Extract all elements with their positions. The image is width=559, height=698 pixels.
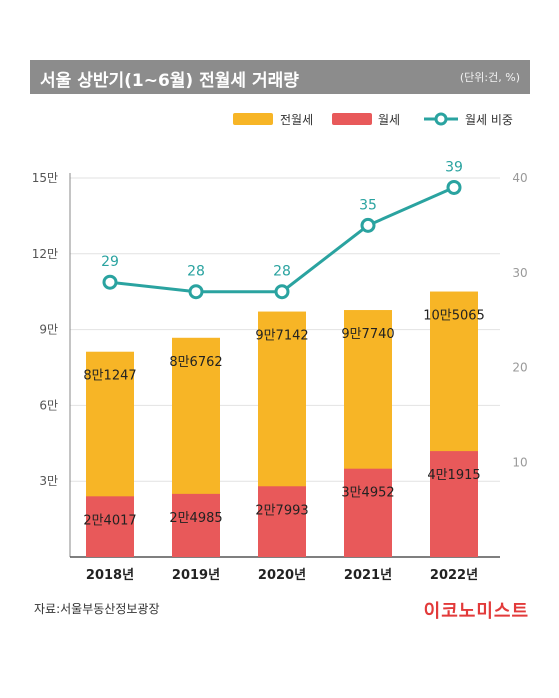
x-tick-label: 2018년: [86, 568, 134, 583]
title-bar: 서울 상반기(1~6월) 전월세 거래량 (단위:건, %): [30, 60, 530, 94]
y2-tick-label: 20: [512, 361, 527, 375]
ratio-point: [360, 217, 376, 233]
x-tick-label: 2020년: [258, 568, 306, 583]
source-note: 자료:서울부동산정보광장: [34, 602, 160, 616]
data-label-jeonse: 8만1247: [83, 369, 136, 384]
data-label-jeonse: 9만7740: [341, 327, 394, 342]
bar-wolse: [344, 468, 392, 557]
bar-wolse: [86, 496, 134, 557]
data-label-jeonse: 8만6762: [169, 355, 222, 370]
unit-label: (단위:건, %): [459, 71, 520, 84]
data-label-wolse: 3만4952: [341, 486, 394, 501]
chart-title: 서울 상반기(1~6월) 전월세 거래량: [40, 71, 299, 91]
y2-tick-label: 30: [512, 266, 527, 280]
data-label-wolse: 2만7993: [255, 503, 308, 518]
y-tick-label: 9만: [39, 323, 58, 337]
x-tick-label: 2019년: [172, 568, 220, 583]
data-label-jeonse: 10만5065: [423, 309, 485, 324]
data-label-wolse: 4만1915: [427, 468, 480, 483]
ratio-point: [274, 284, 290, 300]
legend-label-jeonse: 전월세: [280, 113, 313, 127]
ratio-label: 28: [187, 264, 205, 280]
y2-tick-label: 40: [512, 171, 527, 185]
y2-tick-label: 10: [512, 455, 527, 469]
ratio-label: 35: [359, 197, 377, 213]
ratio-point: [446, 179, 462, 195]
brand-logo: 이코노미스트: [423, 601, 529, 622]
y-tick-label: 6만: [39, 398, 58, 412]
bar-wolse: [172, 493, 220, 557]
ratio-point: [102, 274, 118, 290]
legend-swatch-jeonse: [233, 113, 273, 125]
legend-marker-ratio: [434, 112, 448, 126]
ratio-label: 39: [445, 159, 463, 175]
y-tick-label: 15만: [32, 171, 58, 185]
x-tick-label: 2021년: [344, 568, 392, 583]
ratio-label: 29: [101, 254, 119, 270]
data-label-wolse: 2만4017: [83, 513, 136, 528]
legend-swatch-wolse: [332, 113, 372, 125]
x-tick-label: 2022년: [430, 568, 478, 583]
ratio-label: 28: [273, 264, 291, 280]
data-label-jeonse: 9만7142: [255, 329, 308, 344]
y-tick-label: 12만: [32, 247, 58, 261]
legend-label-wolse: 월세: [378, 113, 400, 127]
legend-label-ratio: 월세 비중: [465, 113, 513, 127]
bar-wolse: [258, 486, 306, 557]
ratio-point: [188, 284, 204, 300]
y-tick-label: 3만: [39, 474, 58, 488]
bar-wolse: [430, 451, 478, 557]
data-label-wolse: 2만4985: [169, 511, 222, 526]
